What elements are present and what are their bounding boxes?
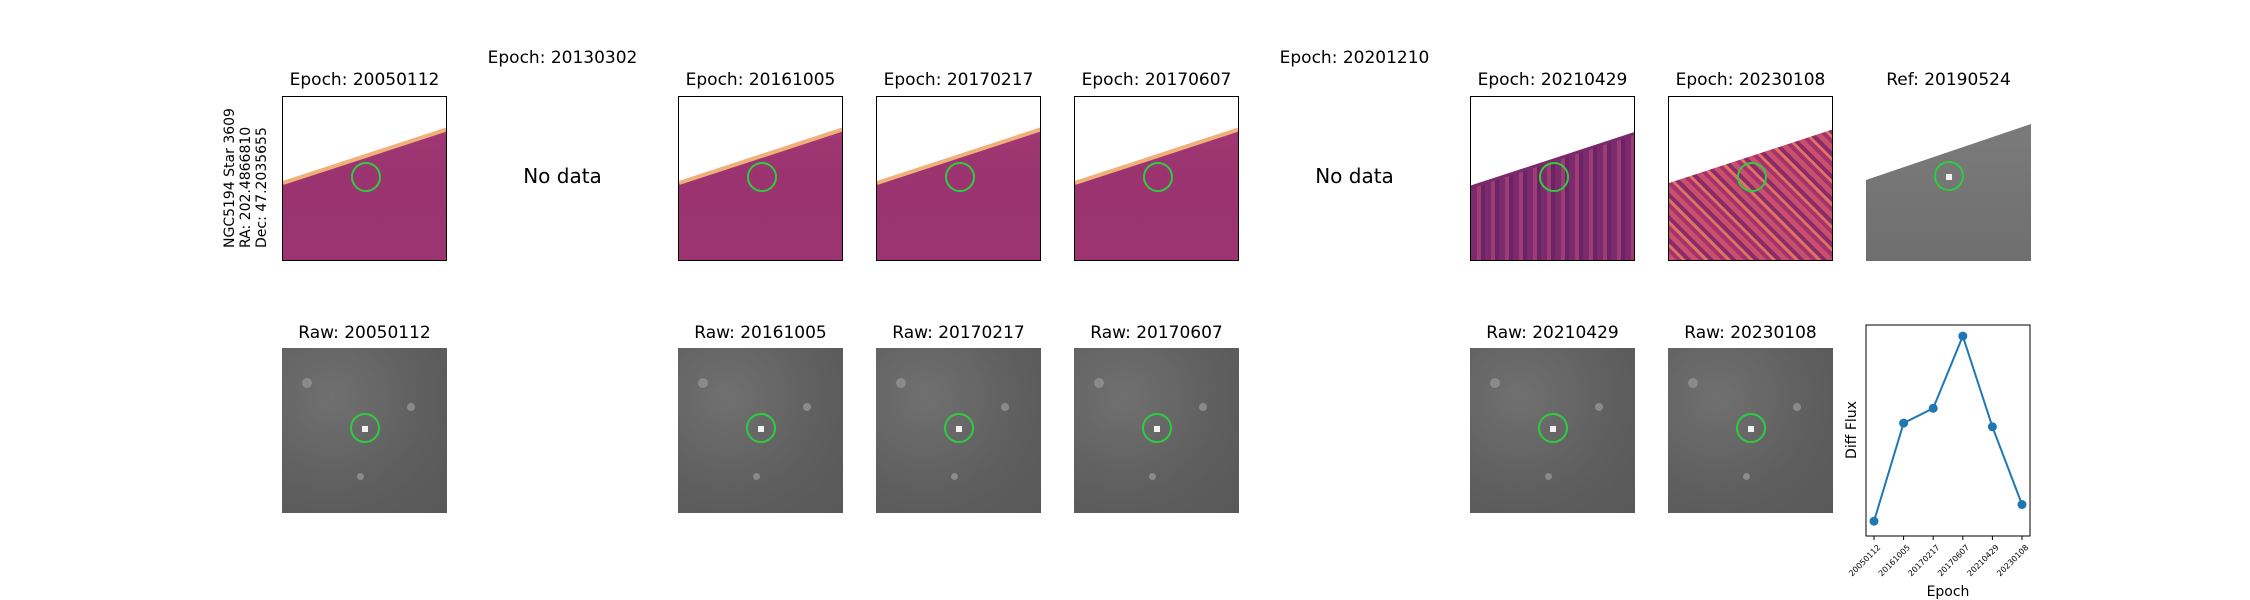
aperture-circle (944, 413, 974, 443)
aperture-circle (1143, 162, 1173, 192)
aperture-circle (1737, 162, 1767, 192)
light-curve-chart: 2005011220161005201702172017060720210429… (1844, 324, 2031, 600)
epoch-title-2: Epoch: 20130302 (487, 48, 638, 68)
target-name: NGC5194 Star 3609 (222, 108, 238, 248)
epoch-title-8: Epoch: 20230108 (1675, 70, 1826, 90)
data-point (1958, 331, 1968, 341)
epoch-title-4: Epoch: 20170217 (883, 70, 1034, 90)
diff-image-1 (282, 96, 447, 261)
diff-image-5 (1074, 96, 1239, 261)
aperture-circle (1142, 413, 1172, 443)
x-axis-label: Epoch (1927, 584, 1970, 600)
raw-image-6 (1668, 348, 1833, 513)
aperture-circle (747, 162, 777, 192)
data-point (1987, 422, 1997, 432)
raw-image-2 (678, 348, 843, 513)
diff-image-4 (876, 96, 1041, 261)
target-label: NGC5194 Star 3609 RA: 202.4866810 Dec: 4… (222, 103, 270, 248)
epoch-title-7: Epoch: 20210429 (1477, 70, 1628, 90)
epoch-title-5: Epoch: 20170607 (1081, 70, 1232, 90)
raw-title-3: Raw: 20170217 (892, 323, 1025, 343)
no-data-label-1: No data (523, 164, 602, 188)
aperture-circle (1538, 413, 1568, 443)
y-axis-label: Diff Flux (1844, 401, 1860, 459)
aperture-circle (945, 162, 975, 192)
data-point (2017, 500, 2027, 510)
target-dec: Dec: 47.2035655 (254, 127, 270, 248)
raw-title-1: Raw: 20050112 (298, 323, 431, 343)
diff-image-8 (1668, 96, 1833, 261)
aperture-circle (1736, 413, 1766, 443)
raw-image-3 (876, 348, 1041, 513)
aperture-circle (1934, 161, 1964, 191)
x-tick-label: 20230108 (1995, 543, 2030, 578)
series-line (1873, 333, 2023, 522)
diff-image-3 (678, 96, 843, 261)
diff-image-7 (1470, 96, 1635, 261)
data-point (1869, 516, 1879, 526)
aperture-circle (350, 413, 380, 443)
raw-image-4 (1074, 348, 1239, 513)
aperture-circle (351, 162, 381, 192)
ref-title: Ref: 20190524 (1886, 70, 2011, 90)
data-point (1899, 418, 1909, 428)
epoch-title-3: Epoch: 20161005 (685, 70, 836, 90)
epoch-title-1: Epoch: 20050112 (289, 70, 440, 90)
reference-image (1866, 96, 2031, 261)
raw-title-2: Raw: 20161005 (694, 323, 827, 343)
target-ra: RA: 202.4866810 (238, 126, 254, 248)
raw-title-6: Raw: 20230108 (1684, 323, 1817, 343)
raw-title-5: Raw: 20210429 (1486, 323, 1619, 343)
no-data-label-2: No data (1315, 164, 1394, 188)
epoch-title-6: Epoch: 20201210 (1279, 48, 1430, 68)
raw-image-1 (282, 348, 447, 513)
raw-title-4: Raw: 20170607 (1090, 323, 1223, 343)
data-point (1928, 403, 1938, 413)
plot-frame (1865, 324, 2031, 537)
raw-image-5 (1470, 348, 1635, 513)
aperture-circle (1539, 162, 1569, 192)
aperture-circle (746, 413, 776, 443)
